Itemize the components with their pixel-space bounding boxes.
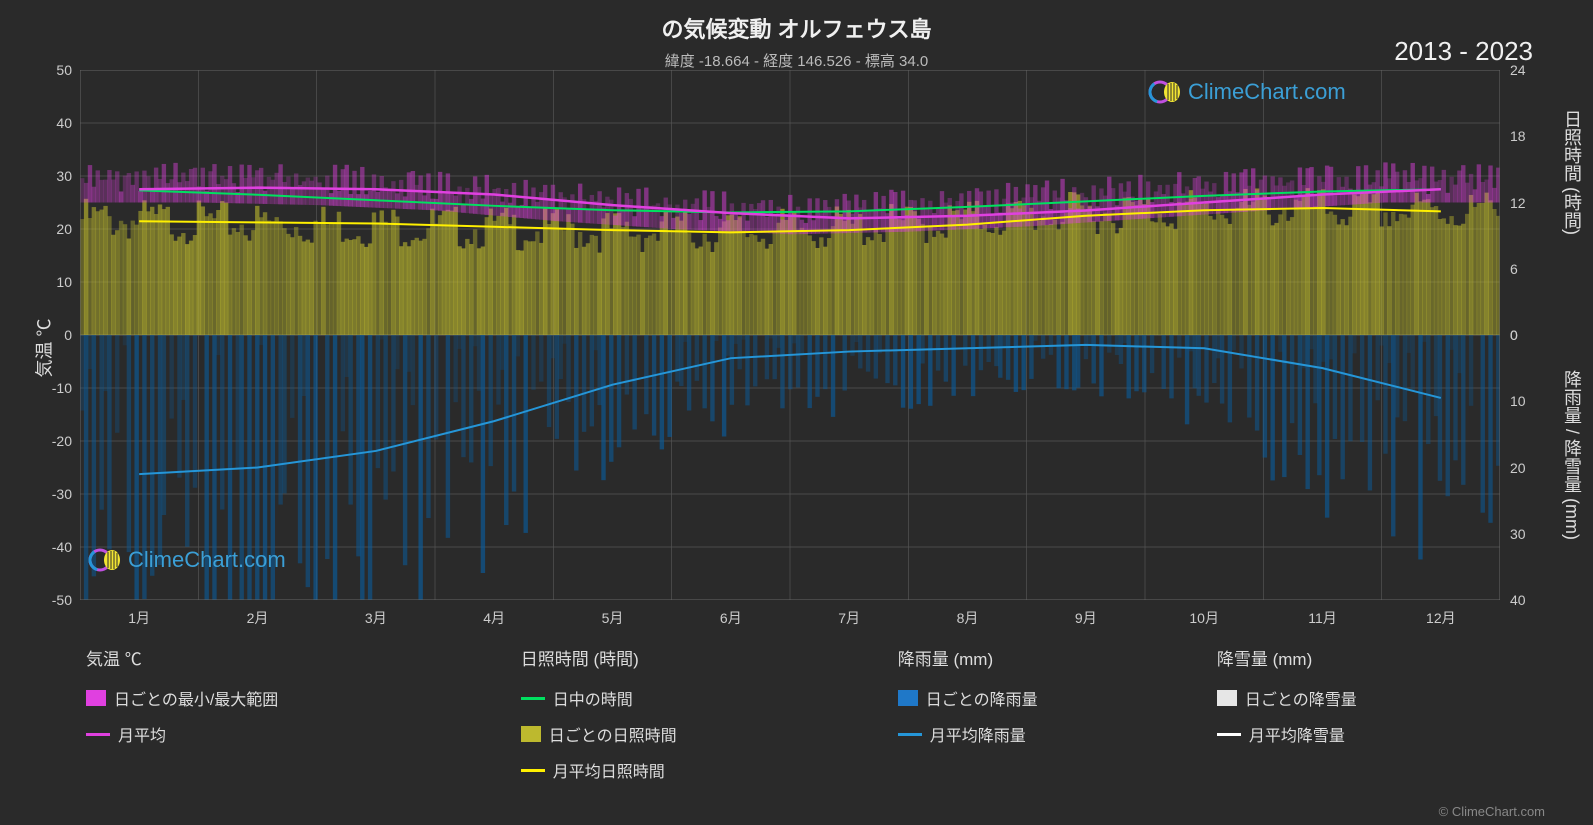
tick-label: 4月 (483, 608, 505, 628)
plot-svg (80, 70, 1500, 600)
legend-column: 気温 ℃ 日ごとの最小/最大範囲月平均 (86, 645, 491, 782)
tick-label: 18 (1510, 128, 1526, 144)
legend-label: 日ごとの最小/最大範囲 (114, 686, 278, 710)
tick-label: 9月 (1075, 608, 1097, 628)
legend-label: 月平均日照時間 (553, 758, 665, 782)
tick-label: 40 (56, 115, 72, 131)
watermark-text: ClimeChart.com (1188, 79, 1346, 105)
tick-label: 7月 (838, 608, 860, 628)
legend-label: 日ごとの日照時間 (549, 722, 677, 746)
legend-swatch (898, 690, 918, 706)
legend-label: 月平均降雨量 (930, 722, 1026, 746)
legend-item: 日ごとの最小/最大範囲 (86, 686, 491, 710)
tick-label: 3月 (365, 608, 387, 628)
climechart-logo-icon (1148, 78, 1182, 106)
legend-item: 日ごとの降雨量 (898, 686, 1187, 710)
legend-column: 降雨量 (mm) 日ごとの降雨量月平均降雨量 (898, 645, 1187, 782)
tick-label: 40 (1510, 592, 1526, 608)
tick-label: 10 (56, 274, 72, 290)
legend-line (86, 733, 110, 736)
tick-label: 11月 (1308, 608, 1337, 628)
chart-subtitle: 緯度 -18.664 - 経度 146.526 - 標高 34.0 (0, 44, 1593, 71)
tick-label: 0 (64, 327, 72, 343)
tick-label: -20 (52, 433, 72, 449)
tick-label: -50 (52, 592, 72, 608)
tick-label: 0 (1510, 327, 1518, 343)
chart-container: の気候変動 オルフェウス島 緯度 -18.664 - 経度 146.526 - … (0, 0, 1593, 825)
tick-label: 30 (1510, 526, 1526, 542)
tick-label: 12 (1510, 195, 1526, 211)
legend-swatch (521, 726, 541, 742)
chart-title: の気候変動 オルフェウス島 (0, 0, 1593, 44)
legend-header: 降雪量 (mm) (1217, 645, 1506, 670)
legend-label: 日ごとの降雨量 (926, 686, 1038, 710)
tick-label: 6月 (720, 608, 742, 628)
tick-label: 5月 (602, 608, 624, 628)
tick-label: 1月 (128, 608, 150, 628)
watermark-text: ClimeChart.com (128, 547, 286, 573)
y-axis-left-label: 気温 ℃ (31, 318, 57, 377)
plot-area (80, 70, 1500, 600)
copyright: © ClimeChart.com (1439, 804, 1545, 819)
tick-label: -30 (52, 486, 72, 502)
tick-label: 50 (56, 62, 72, 78)
legend-item: 日中の時間 (521, 686, 868, 710)
legend-label: 日中の時間 (553, 686, 633, 710)
legend-item: 月平均降雪量 (1217, 722, 1506, 746)
legend-label: 月平均 (118, 722, 166, 746)
legend-item: 日ごとの日照時間 (521, 722, 868, 746)
legend-label: 月平均降雪量 (1249, 722, 1345, 746)
legend-item: 日ごとの降雪量 (1217, 686, 1506, 710)
legend-line (1217, 733, 1241, 736)
tick-label: 2月 (247, 608, 269, 628)
legend-line (521, 769, 545, 772)
climechart-logo-icon (88, 546, 122, 574)
legend-swatch (86, 690, 106, 706)
tick-label: 10月 (1189, 608, 1219, 628)
tick-label: 20 (56, 221, 72, 237)
legend-label: 日ごとの降雪量 (1245, 686, 1357, 710)
legend-item: 月平均日照時間 (521, 758, 868, 782)
legend-header: 日照時間 (時間) (521, 645, 868, 670)
legend-item: 月平均降雨量 (898, 722, 1187, 746)
tick-label: 6 (1510, 261, 1518, 277)
legend-swatch (1217, 690, 1237, 706)
tick-label: 30 (56, 168, 72, 184)
legend-column: 降雪量 (mm) 日ごとの降雪量月平均降雪量 (1217, 645, 1506, 782)
tick-label: 8月 (957, 608, 979, 628)
tick-label: 10 (1510, 393, 1526, 409)
y-axis-right-bottom-label: 降雨量 / 降雪量 (mm) (1559, 370, 1585, 540)
watermark-bottom: ClimeChart.com (88, 546, 286, 574)
legend-line (898, 733, 922, 736)
tick-label: -40 (52, 539, 72, 555)
tick-label: 12月 (1426, 608, 1456, 628)
tick-label: -10 (52, 380, 72, 396)
legend: 気温 ℃ 日ごとの最小/最大範囲月平均 日照時間 (時間) 日中の時間日ごとの日照時間… (86, 645, 1506, 782)
y-axis-right-top-label: 日照時間 (時間) (1559, 110, 1585, 235)
watermark-top: ClimeChart.com (1148, 78, 1346, 106)
legend-header: 降雨量 (mm) (898, 645, 1187, 670)
tick-label: 24 (1510, 62, 1526, 78)
legend-header: 気温 ℃ (86, 645, 491, 670)
tick-label: 20 (1510, 460, 1526, 476)
legend-line (521, 697, 545, 700)
legend-item: 月平均 (86, 722, 491, 746)
legend-column: 日照時間 (時間) 日中の時間日ごとの日照時間月平均日照時間 (521, 645, 868, 782)
